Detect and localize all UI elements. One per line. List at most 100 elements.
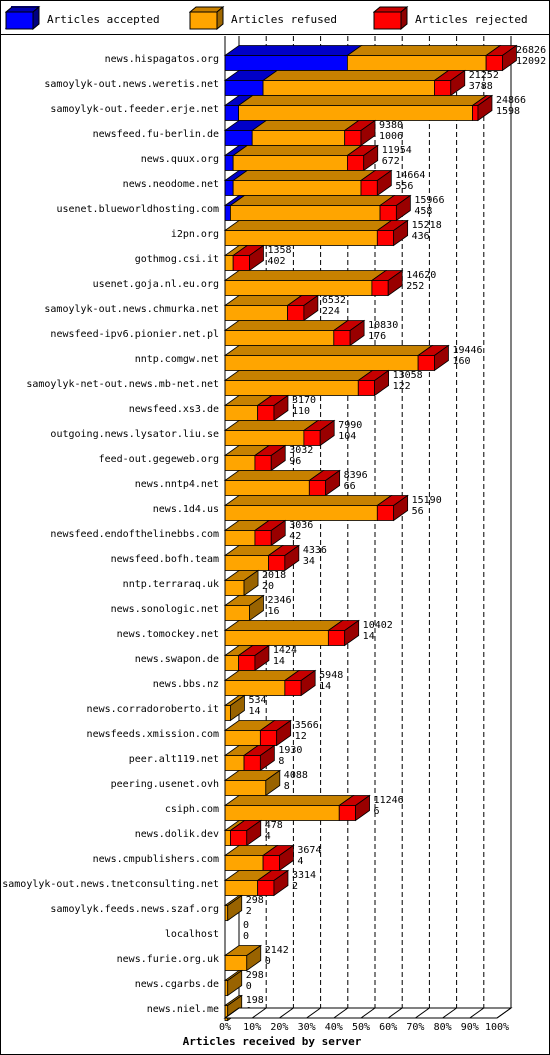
bar-rejected (360, 180, 378, 196)
floor-tick (306, 1007, 321, 1019)
bar-rejected (434, 80, 452, 96)
bar-row (223, 369, 390, 397)
bar-refused-top (223, 620, 344, 631)
bar-rejected (238, 655, 256, 671)
floor-tick (333, 1007, 349, 1019)
bar-refused-top (223, 345, 434, 356)
bar-row (223, 194, 412, 222)
total-label: 1358 (267, 245, 291, 256)
bar-rejected (259, 730, 278, 746)
total-label: 15190 (412, 495, 442, 506)
accepted-label: 224 (322, 306, 340, 317)
category-label: news.cgarbs.de (135, 979, 219, 990)
total-label: 198 (246, 995, 264, 1006)
bar-side (325, 469, 341, 497)
bar-row (223, 594, 265, 622)
total-label: 3314 (292, 870, 316, 881)
accepted-label: 12092 (516, 56, 546, 67)
bar-row (223, 69, 467, 97)
bar-rejected (254, 455, 272, 471)
bar-side (344, 619, 360, 647)
total-label: 11246 (374, 795, 404, 806)
accepted-label: 436 (412, 231, 430, 242)
bar-refused-top (223, 320, 350, 331)
total-label: 298 (246, 970, 264, 981)
bar-row (223, 944, 263, 972)
category-label: peer.alt119.net (129, 754, 219, 765)
bar-rejected (243, 755, 261, 771)
bar-side (349, 319, 365, 347)
bar-side (273, 394, 289, 422)
total-label: 21252 (469, 70, 499, 81)
total-label: 2346 (267, 595, 291, 606)
legend-label-rejected: Articles rejected (415, 13, 528, 26)
total-label: 2142 (265, 945, 289, 956)
bar-refused (224, 480, 310, 496)
total-label: 10830 (368, 320, 398, 331)
bar-row (223, 694, 246, 722)
total-label: 6532 (322, 295, 346, 306)
bar-refused-top (223, 270, 388, 281)
bar-refused-top (223, 220, 393, 231)
bar-side (319, 419, 335, 447)
total-label: 13058 (393, 370, 423, 381)
total-label: 14664 (395, 170, 425, 181)
category-label: usenet.goja.nl.eu.org (93, 279, 219, 290)
accepted-label: 402 (267, 256, 285, 267)
total-label: 8396 (344, 470, 368, 481)
bar-row (223, 394, 290, 422)
floor-tick (415, 1007, 430, 1019)
accepted-label: 160 (452, 356, 470, 367)
accepted-label: 458 (414, 206, 432, 217)
category-label: nntp.comgw.net (135, 354, 219, 365)
bar-side (276, 719, 292, 747)
total-label: 4088 (284, 770, 308, 781)
bar-side (243, 569, 259, 597)
bar-refused (224, 505, 378, 521)
bar-side (273, 869, 289, 897)
bar-rejected (230, 830, 248, 846)
accepted-label: 14 (319, 681, 331, 692)
bar-rejected (232, 255, 250, 271)
floor-tick (387, 1007, 403, 1019)
bar-side (246, 819, 262, 847)
accepted-label: 56 (412, 506, 424, 517)
bar-refused (224, 680, 286, 696)
total-label: 3032 (289, 445, 313, 456)
bar-rejected (333, 330, 351, 346)
bar-refused (224, 755, 245, 771)
accepted-label: 14 (248, 706, 260, 717)
bar-refused (224, 455, 256, 471)
bar-refused-top (231, 145, 363, 156)
bar-row (223, 344, 450, 372)
x-tick-label: 50% (352, 1022, 370, 1033)
bar-refused (224, 355, 419, 371)
bar-row (223, 469, 341, 497)
accepted-label: 2 (292, 881, 298, 892)
bar-refused (224, 580, 245, 596)
category-label: news.bbs.nz (153, 679, 219, 690)
bar-accepted (224, 80, 264, 96)
bar-refused (232, 155, 348, 171)
bar-refused-top (237, 95, 488, 106)
category-label: news.hispagatos.org (105, 54, 219, 65)
bar-side (393, 219, 409, 247)
category-label: newsfeed.endofthelinebbs.com (50, 529, 219, 540)
category-label: newsfeeds.xmission.com (87, 729, 219, 740)
bar-side (387, 269, 403, 297)
bar-refused (224, 630, 329, 646)
accepted-label: 0 (243, 931, 249, 942)
bar-row (223, 619, 360, 647)
accepted-label: 2 (246, 906, 252, 917)
category-label: newsfeed.bofh.team (111, 554, 219, 565)
bar-row (223, 894, 243, 922)
accepted-label: 12 (295, 731, 307, 742)
category-label: newsfeed.xs3.de (129, 404, 219, 415)
total-label: 2018 (262, 570, 286, 581)
bar-side (434, 344, 449, 372)
total-label: 10402 (363, 620, 393, 631)
total-label: 3036 (289, 520, 313, 531)
bar-rejected (371, 280, 389, 296)
total-label: 14620 (406, 270, 436, 281)
total-label: 298 (246, 895, 264, 906)
